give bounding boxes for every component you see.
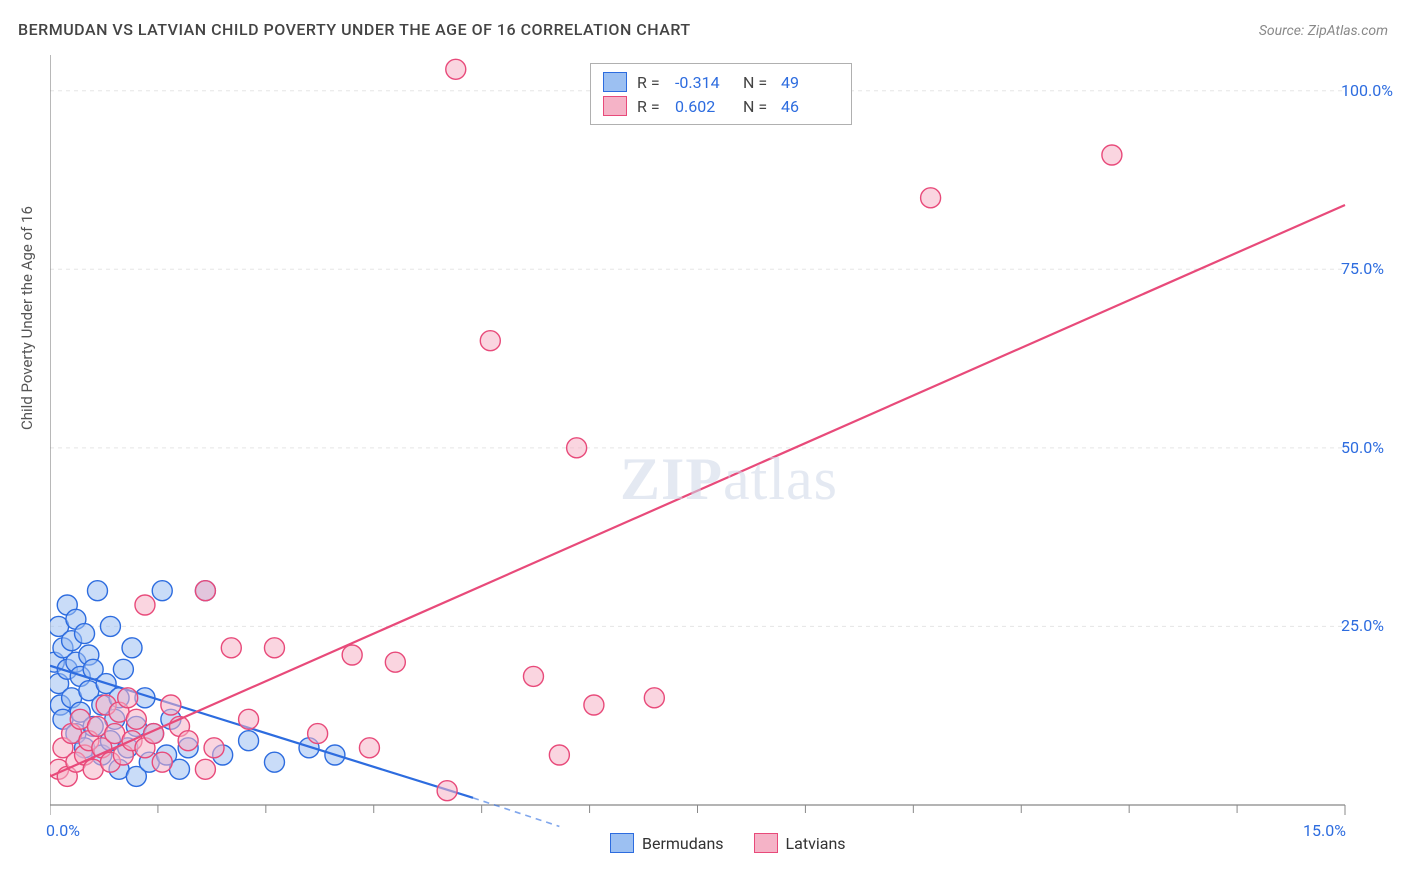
r-label: R = bbox=[637, 97, 665, 116]
x-tick-label: 0.0% bbox=[46, 821, 80, 840]
x-tick-label: 15.0% bbox=[1303, 821, 1346, 840]
legend-label: Bermudans bbox=[642, 834, 724, 853]
legend-label: Latvians bbox=[786, 834, 846, 853]
y-tick-label: 100.0% bbox=[1341, 81, 1393, 100]
y-tick-label: 50.0% bbox=[1341, 438, 1384, 457]
stats-legend-row: R = -0.314 N = 49 bbox=[603, 70, 839, 94]
n-label: N = bbox=[743, 73, 771, 92]
r-value: 0.602 bbox=[675, 97, 733, 116]
chart-title: BERMUDAN VS LATVIAN CHILD POVERTY UNDER … bbox=[18, 20, 691, 39]
legend-swatch bbox=[610, 833, 634, 853]
legend-item: Bermudans bbox=[610, 833, 724, 853]
n-label: N = bbox=[743, 97, 771, 116]
n-value: 46 bbox=[781, 97, 839, 116]
legend-swatch bbox=[603, 96, 627, 116]
y-axis-label: Child Poverty Under the Age of 16 bbox=[18, 206, 36, 430]
legend-swatch bbox=[754, 833, 778, 853]
stats-legend: R = -0.314 N = 49 R = 0.602 N = 46 bbox=[590, 63, 852, 125]
stats-legend-row: R = 0.602 N = 46 bbox=[603, 94, 839, 118]
scatter-chart: ZIPatlas R =-0.314N =49R =0.602N =46 Ber… bbox=[50, 55, 1390, 845]
n-value: 49 bbox=[781, 73, 839, 92]
chart-source: Source: ZipAtlas.com bbox=[1259, 23, 1388, 39]
y-tick-label: 25.0% bbox=[1341, 616, 1384, 635]
r-value: -0.314 bbox=[675, 73, 733, 92]
y-tick-label: 75.0% bbox=[1341, 259, 1384, 278]
chart-canvas bbox=[50, 55, 1390, 845]
r-label: R = bbox=[637, 73, 665, 92]
series-legend: Bermudans Latvians bbox=[610, 833, 846, 853]
legend-swatch bbox=[603, 72, 627, 92]
legend-item: Latvians bbox=[754, 833, 846, 853]
